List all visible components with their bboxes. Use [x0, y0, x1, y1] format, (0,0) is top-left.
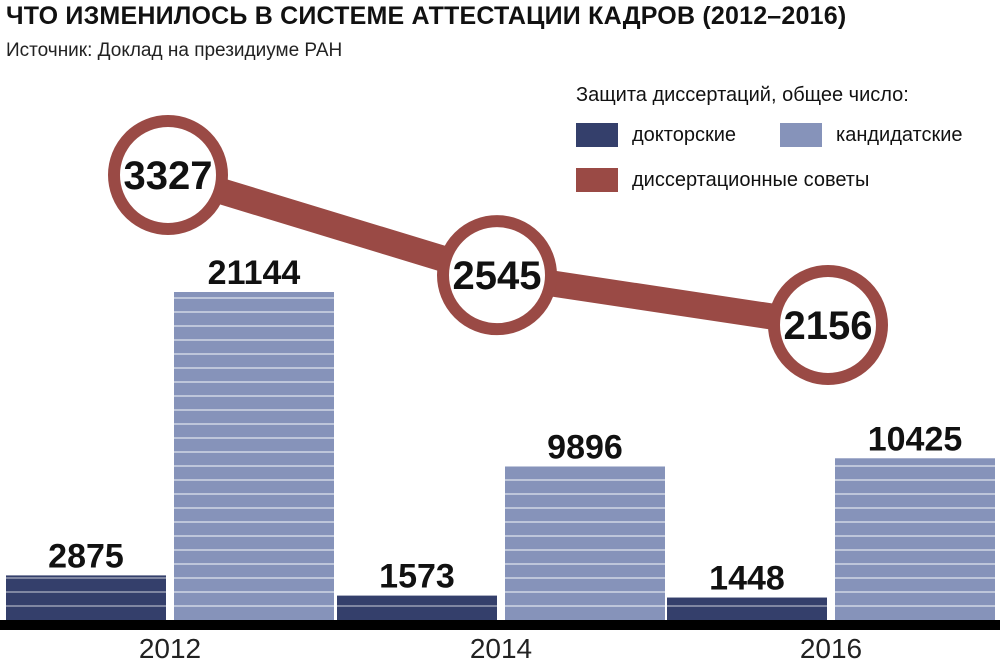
councils-point-2012 [108, 115, 228, 235]
chart-source: Источник: Доклад на президиуме РАН [6, 40, 343, 61]
legend-doctoral: докторские [576, 123, 736, 147]
bar-candidate-2012 [174, 292, 334, 620]
legend-councils-swatch [576, 168, 618, 192]
bar-doctoral-2016 [667, 597, 827, 620]
councils-label-2012: 3327 [124, 154, 213, 198]
councils-point-2016 [768, 265, 888, 385]
legend-candidate: кандидатские [780, 123, 963, 147]
bar-doctoral-2014 [337, 595, 497, 620]
bar-candidate-2014 [505, 466, 665, 620]
legend-candidate-label: кандидатские [836, 123, 963, 146]
bar-candidate-2016 [835, 458, 995, 620]
legend-doctoral-swatch [576, 123, 618, 147]
chart-title: ЧТО ИЗМЕНИЛОСЬ В СИСТЕМЕ АТТЕСТАЦИИ КАДР… [6, 2, 847, 30]
bar-doctoral-2012 [6, 575, 166, 620]
legend-councils: диссертационные советы [576, 168, 869, 192]
data-label-doctoral-2014: 1573 [379, 558, 455, 596]
data-label-doctoral-2016: 1448 [709, 560, 785, 598]
councils-point-2014 [437, 215, 557, 336]
legend-councils-label: диссертационные советы [632, 168, 870, 191]
x-tick-label-2016: 2016 [800, 633, 862, 660]
legend-doctoral-label: докторские [632, 123, 736, 146]
data-label-doctoral-2012: 2875 [48, 537, 124, 575]
data-label-candidate-2014: 9896 [547, 428, 623, 466]
x-axis-baseline [0, 620, 1000, 630]
data-label-candidate-2012: 21144 [208, 254, 301, 292]
councils-label-2016: 2156 [784, 304, 873, 348]
x-tick-label-2014: 2014 [470, 633, 532, 660]
legend-title: Защита диссертаций, общее число: [576, 84, 909, 106]
councils-label-2014: 2545 [453, 254, 542, 298]
data-label-candidate-2016: 10425 [868, 420, 963, 458]
legend-candidate-swatch [780, 123, 822, 147]
x-tick-label-2012: 2012 [139, 633, 201, 660]
